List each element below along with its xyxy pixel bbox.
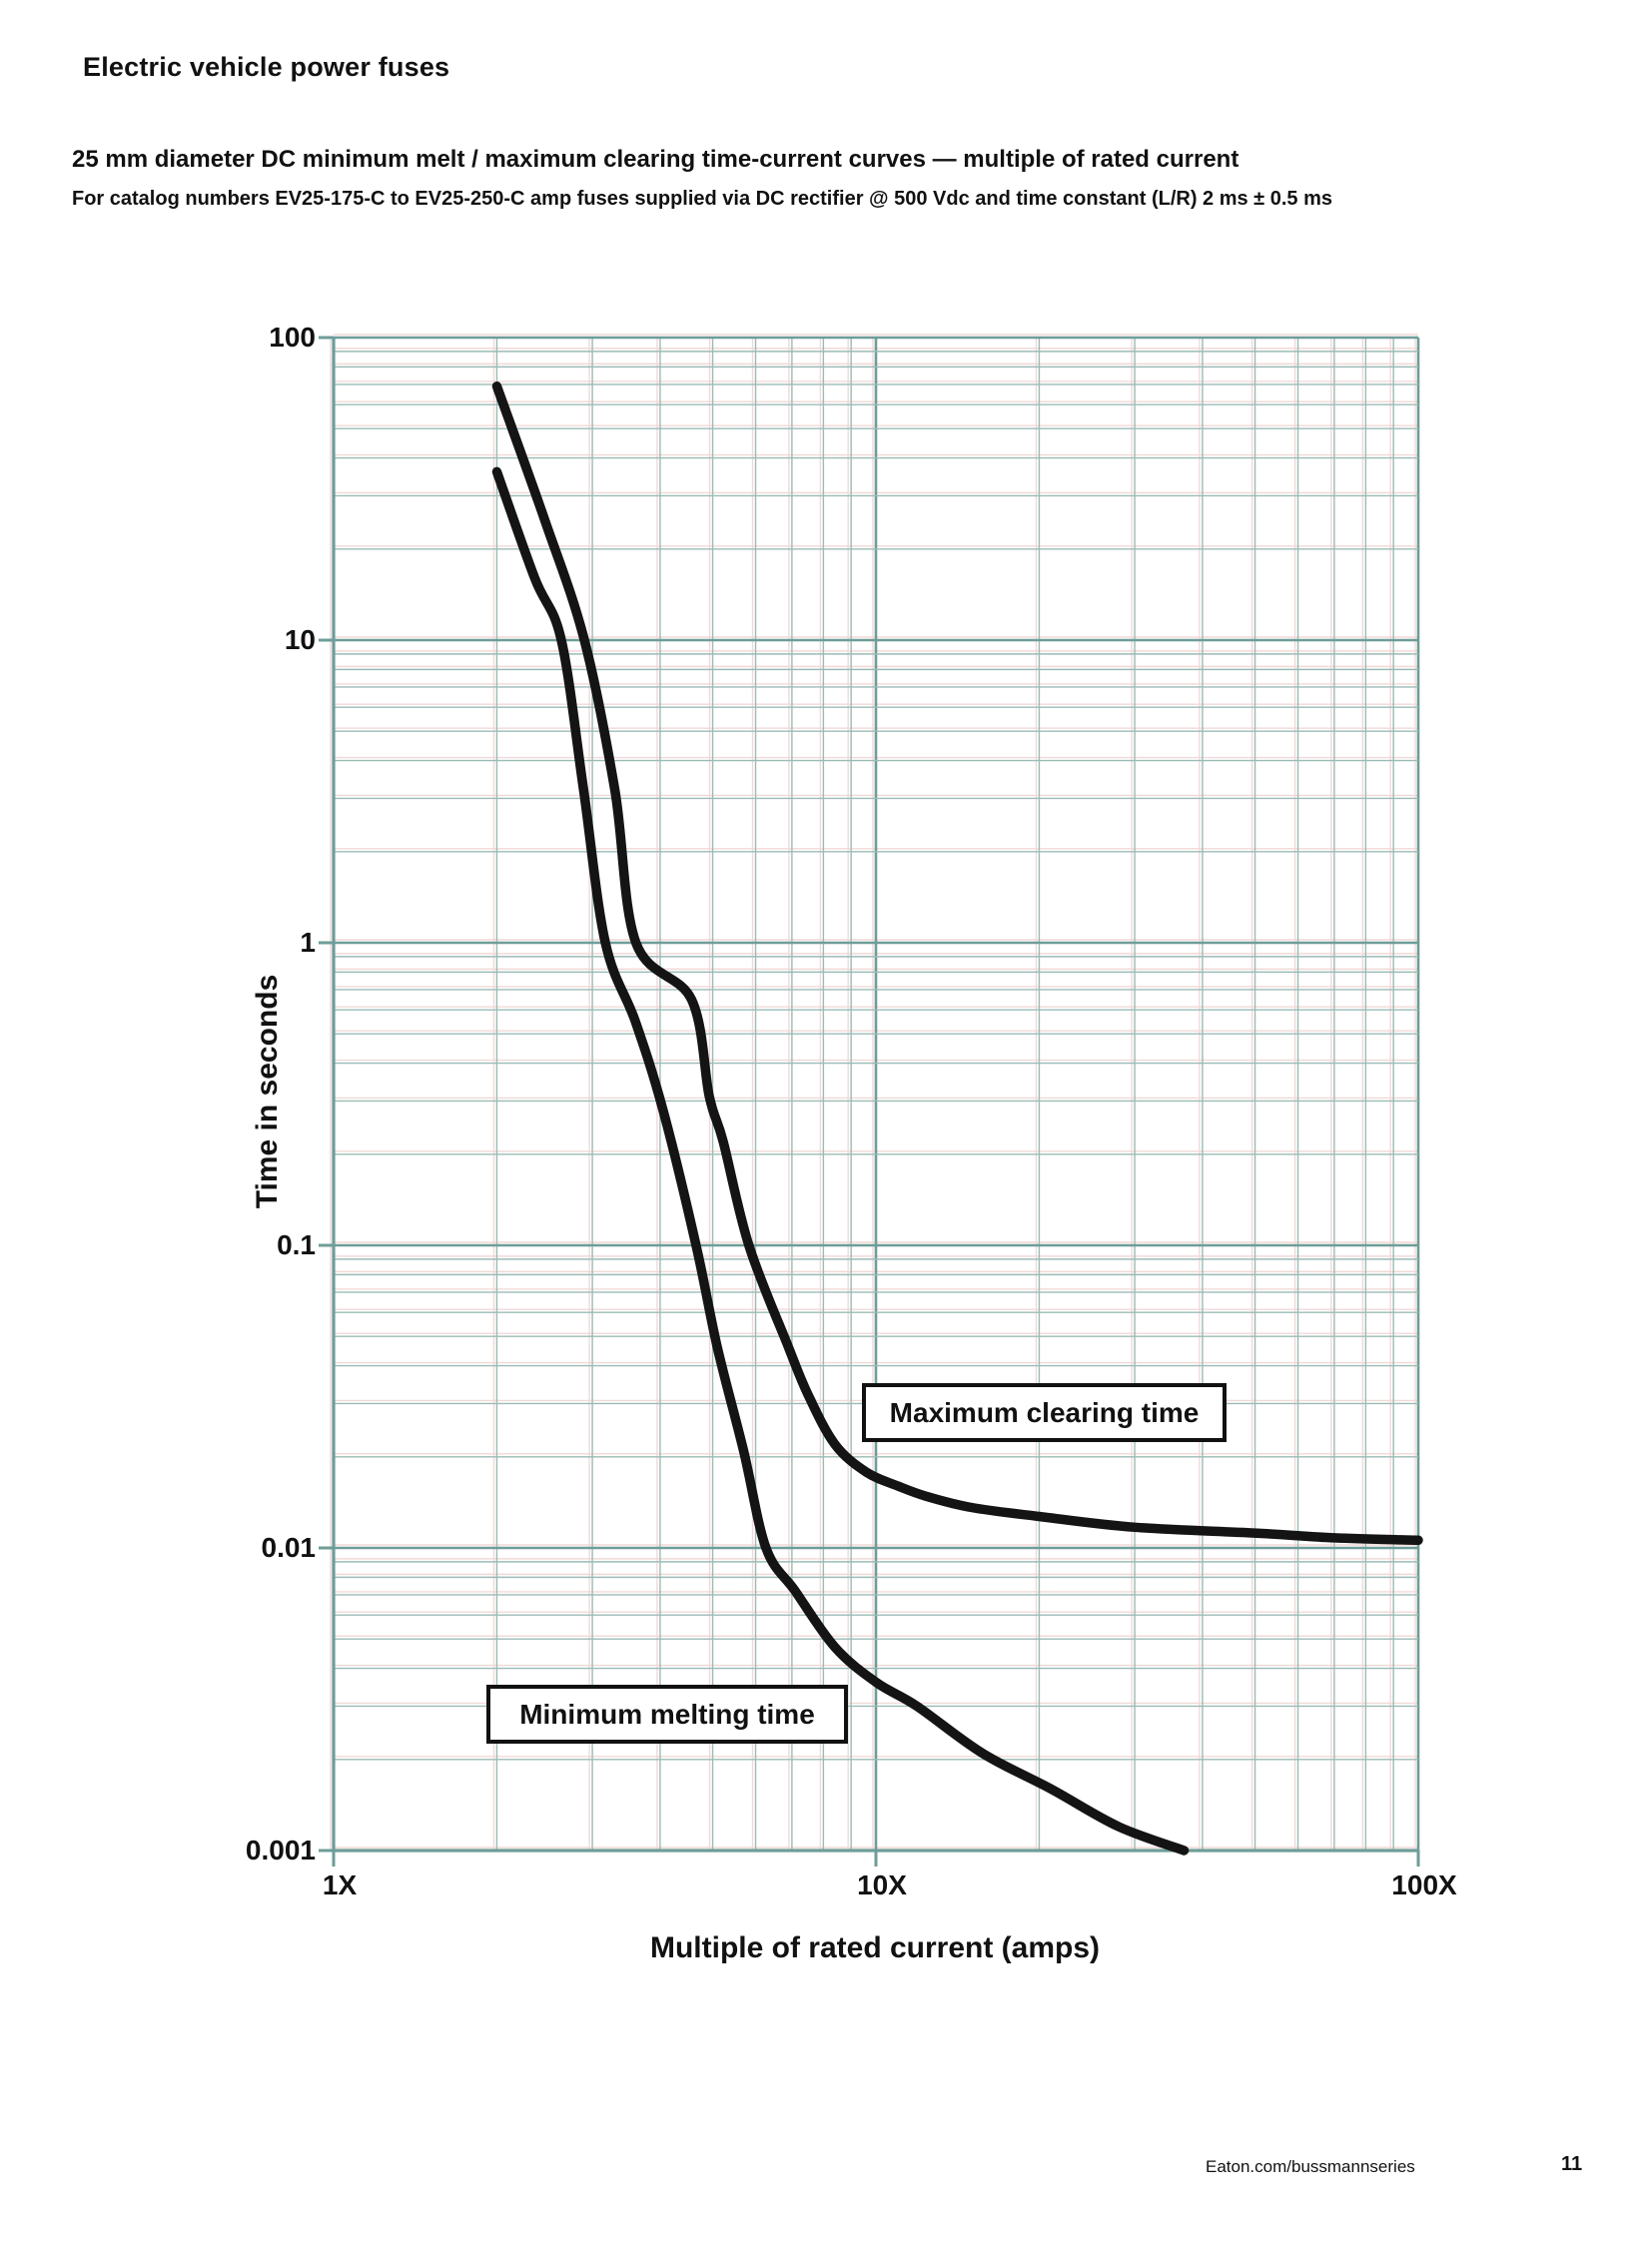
chart-subtitle: For catalog numbers EV25-175-C to EV25-2… — [72, 188, 1332, 210]
page-number: 11 — [1561, 2153, 1583, 2175]
y-axis-title: Time in seconds — [251, 974, 284, 1209]
max-clearing-curve — [491, 381, 1423, 1546]
min-melting-time-label: Minimum melting time — [486, 1685, 848, 1744]
x-axis-title: Multiple of rated current (amps) — [649, 1931, 1101, 1964]
footer-url: Eaton.com/bussmannseries — [1206, 2157, 1415, 2176]
chart-title: 25 mm diameter DC minimum melt / maximum… — [72, 146, 1239, 173]
page-title: Electric vehicle power fuses — [83, 52, 450, 82]
max-clearing-time-label: Maximum clearing time — [862, 1383, 1227, 1442]
min-melting-curve — [491, 466, 1190, 1856]
